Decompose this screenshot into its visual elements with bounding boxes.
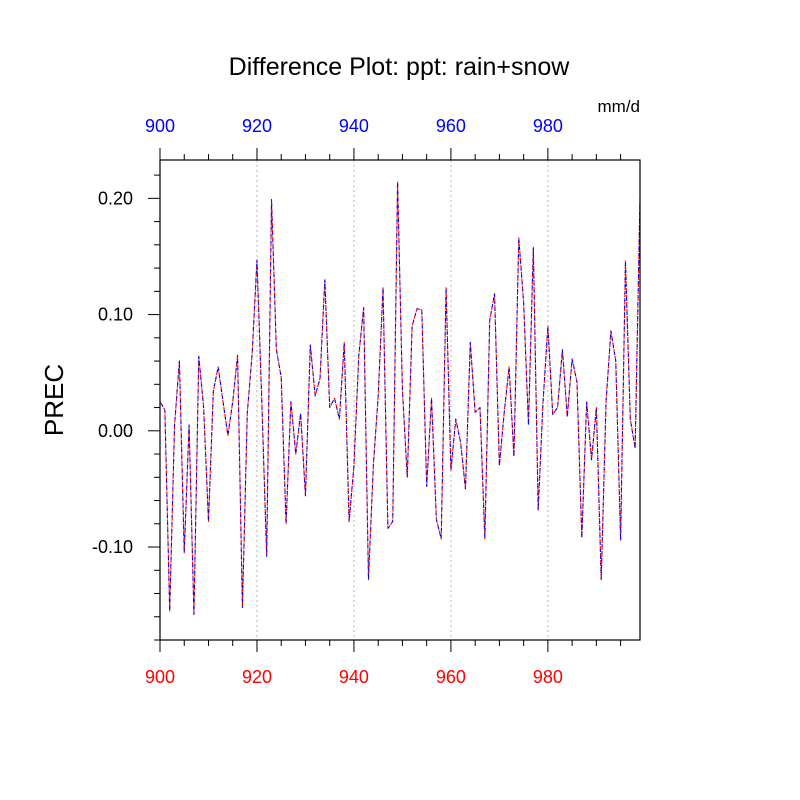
data-series [159, 181, 641, 615]
series-line-red [159, 181, 641, 615]
x-tick-label-top: 980 [533, 116, 563, 136]
x-tick-label-top: 900 [145, 116, 175, 136]
y-tick-label: 0.00 [98, 421, 133, 441]
y-axis-label: PREC [39, 364, 69, 436]
x-tick-label-top: 960 [436, 116, 466, 136]
y-tick-label: -0.10 [92, 537, 133, 557]
grid-lines [256, 160, 549, 640]
tick-labels: -0.10 0.00 0.10 0.20 900 900 920 920 940 940 960 96… [92, 116, 563, 687]
x-tick-label-bottom: 920 [242, 667, 272, 687]
units-label: mm/d [598, 97, 641, 116]
y-tick-label: 0.10 [98, 305, 133, 325]
plot-frame [159, 159, 641, 641]
y-tick-label: 0.20 [98, 188, 133, 208]
x-tick-label-bottom: 900 [145, 667, 175, 687]
chart-title: Difference Plot: ppt: rain+snow [229, 53, 571, 81]
x-tick-label-bottom: 940 [339, 667, 369, 687]
axis-ticks [148, 148, 622, 652]
x-tick-label-bottom: 980 [533, 667, 563, 687]
series-line-blue [159, 181, 641, 615]
x-tick-label-bottom: 960 [436, 667, 466, 687]
x-tick-label-top: 920 [242, 116, 272, 136]
x-tick-label-top: 940 [339, 116, 369, 136]
